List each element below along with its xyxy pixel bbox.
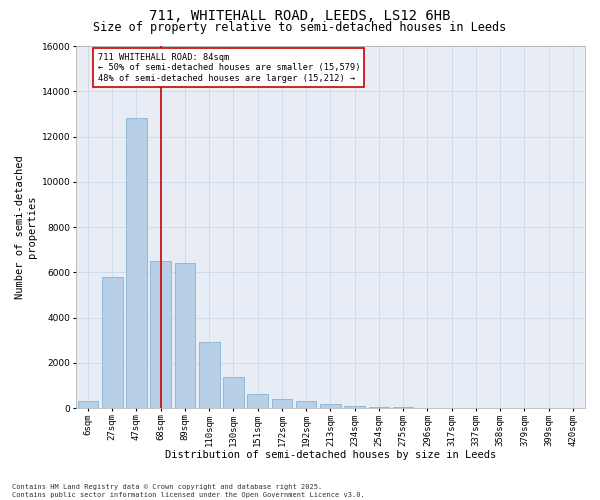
Bar [272, 400, 292, 408]
Bar [247, 394, 268, 408]
Bar [223, 378, 244, 408]
Bar [199, 342, 220, 408]
Bar [102, 277, 122, 408]
Text: 711, WHITEHALL ROAD, LEEDS, LS12 6HB: 711, WHITEHALL ROAD, LEEDS, LS12 6HB [149, 9, 451, 23]
Text: Contains HM Land Registry data © Crown copyright and database right 2025.
Contai: Contains HM Land Registry data © Crown c… [12, 484, 365, 498]
Text: Size of property relative to semi-detached houses in Leeds: Size of property relative to semi-detach… [94, 21, 506, 34]
Bar [77, 401, 98, 408]
Bar [175, 263, 195, 408]
Bar [296, 401, 316, 408]
Bar [126, 118, 147, 408]
Bar [320, 404, 341, 408]
X-axis label: Distribution of semi-detached houses by size in Leeds: Distribution of semi-detached houses by … [165, 450, 496, 460]
Bar [344, 406, 365, 408]
Text: 711 WHITEHALL ROAD: 84sqm
← 50% of semi-detached houses are smaller (15,579)
48%: 711 WHITEHALL ROAD: 84sqm ← 50% of semi-… [98, 53, 360, 82]
Bar [368, 407, 389, 408]
Y-axis label: Number of semi-detached
properties: Number of semi-detached properties [15, 155, 37, 299]
Bar [151, 261, 171, 408]
